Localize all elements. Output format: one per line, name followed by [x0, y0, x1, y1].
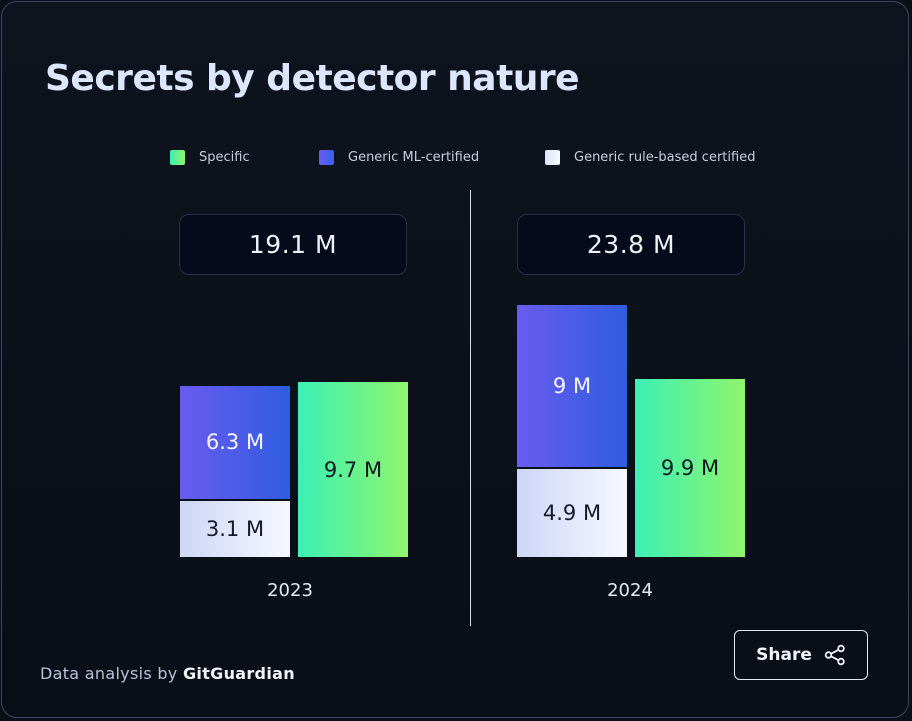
total-badge-2023: 19.1 M	[179, 214, 407, 275]
legend-label-specific: Specific	[199, 149, 250, 165]
footer-credit: Data analysis by GitGuardian	[40, 664, 295, 683]
legend-swatch-generic-rule	[545, 149, 560, 165]
legend-label-generic-rule: Generic rule-based certified	[574, 149, 756, 165]
footer-brand: GitGuardian	[182, 664, 295, 683]
x-tick-2024: 2024	[607, 580, 653, 601]
bar-2023-specific: 9.7 M	[298, 382, 408, 557]
bar-2024-specific: 9.9 M	[635, 378, 745, 557]
legend-item-generic-rule: Generic rule-based certified	[545, 149, 755, 165]
year-divider	[470, 190, 471, 626]
share-button[interactable]: Share	[734, 630, 868, 680]
x-tick-2023: 2023	[267, 580, 313, 601]
footer-prefix: Data analysis by	[40, 664, 178, 683]
bar-2023-generic-rule: 3.1 M	[180, 501, 290, 557]
legend-label-generic-ml: Generic ML-certified	[348, 149, 480, 165]
total-badge-2024: 23.8 M	[517, 214, 745, 275]
legend-item-specific: Specific	[170, 149, 250, 165]
bar-2024-generic-ml: 9 M	[517, 304, 627, 467]
legend-swatch-specific	[170, 149, 185, 165]
share-label: Share	[756, 645, 812, 665]
legend-swatch-generic-ml	[319, 149, 334, 165]
bar-2023-generic-ml: 6.3 M	[180, 385, 290, 500]
chart-title: Secrets by detector nature	[45, 58, 580, 99]
legend-item-generic-ml: Generic ML-certified	[319, 149, 479, 165]
share-icon	[824, 644, 845, 666]
bar-2024-generic-rule: 4.9 M	[517, 468, 627, 557]
